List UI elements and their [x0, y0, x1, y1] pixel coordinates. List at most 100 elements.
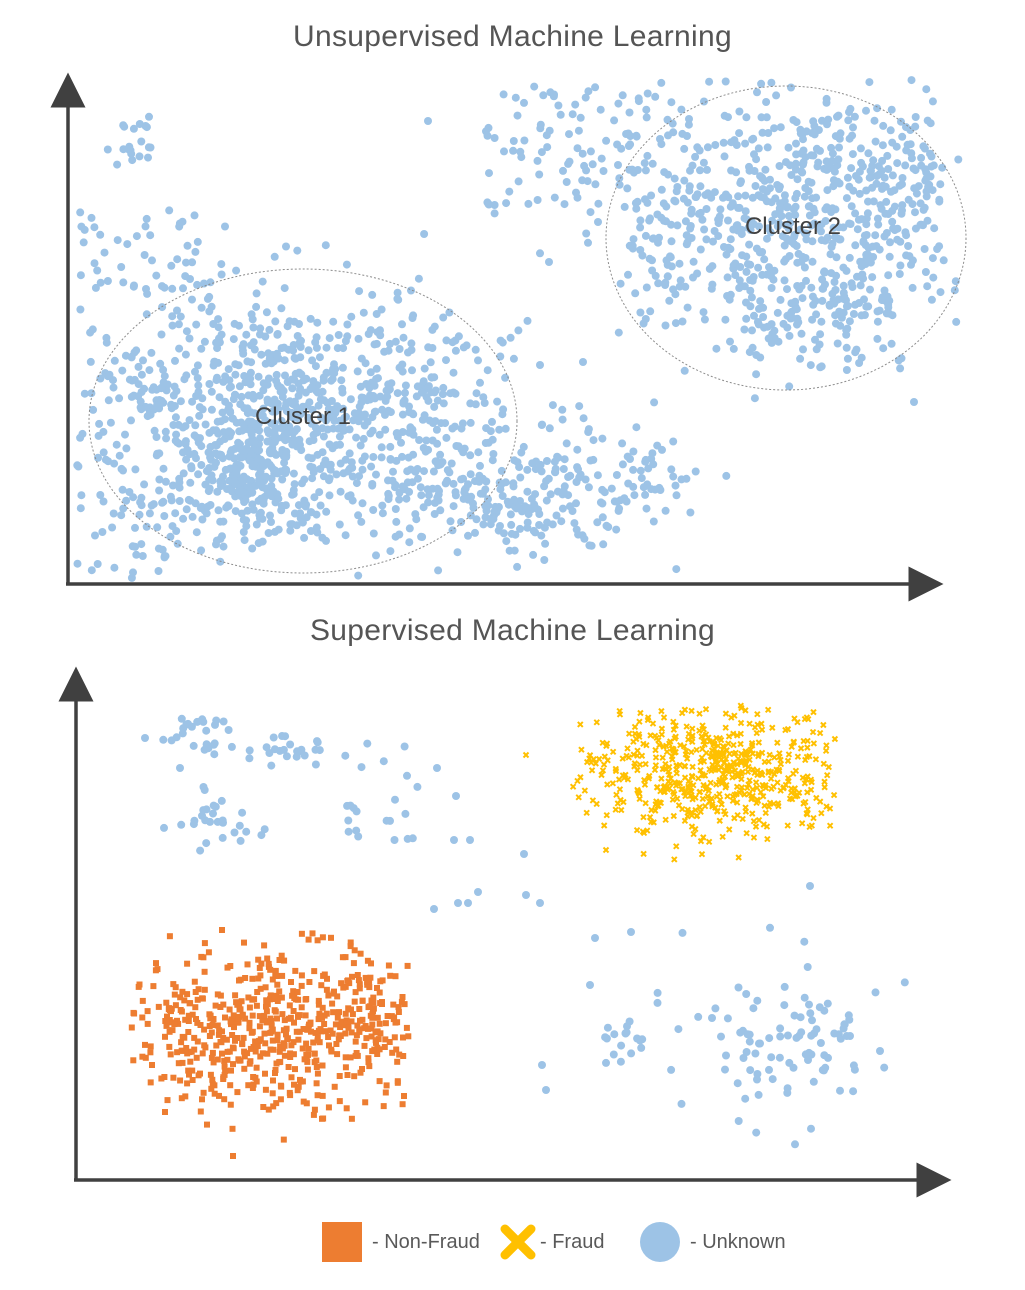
non-fraud-point: [310, 1111, 317, 1118]
fraud-point: [759, 793, 767, 800]
unknown-point: [587, 541, 596, 550]
unknown-point: [683, 303, 692, 312]
non-fraud-point: [319, 1092, 326, 1099]
non-fraud-point: [361, 1042, 368, 1049]
non-fraud-point: [389, 1049, 396, 1056]
unknown-point: [668, 119, 677, 128]
fraud-point: [617, 796, 624, 804]
unknown-point: [754, 263, 763, 272]
unknown-point: [448, 526, 457, 535]
non-fraud-point: [224, 1048, 231, 1055]
non-fraud-point: [230, 1153, 236, 1159]
unknown-point: [689, 273, 697, 282]
fraud-point: [636, 795, 643, 803]
unknown-point: [798, 294, 807, 303]
non-fraud-point: [227, 963, 234, 969]
unknown-point: [614, 506, 623, 515]
unknown-point: [716, 205, 725, 214]
unknown-point: [580, 534, 589, 543]
non-fraud-point: [295, 996, 302, 1003]
unknown-point: [791, 1140, 799, 1149]
unknown-point: [142, 310, 151, 319]
non-fraud-point: [246, 1004, 253, 1011]
unknown-point: [709, 237, 717, 246]
non-fraud-point: [238, 998, 245, 1005]
unknown-point: [449, 479, 458, 488]
unknown-point: [768, 1075, 777, 1084]
unknown-point: [678, 317, 687, 326]
unknown-point: [347, 458, 356, 467]
non-fraud-point: [303, 996, 310, 1002]
unknown-point: [905, 252, 914, 261]
unknown-point: [823, 186, 832, 195]
non-fraud-point: [279, 1011, 286, 1018]
unknown-point: [657, 78, 666, 87]
unknown-point: [451, 346, 460, 355]
fraud-point: [636, 718, 643, 725]
unknown-point: [319, 373, 328, 382]
unknown-point: [459, 343, 468, 352]
unknown-point: [862, 106, 870, 115]
unknown-point: [651, 92, 660, 101]
unknown-point: [297, 745, 306, 754]
unknown-point: [536, 361, 544, 369]
unknown-point: [662, 217, 670, 226]
unknown-point: [119, 278, 128, 287]
bottom-chart-title: Supervised Machine Learning: [309, 614, 715, 647]
unknown-point: [197, 303, 206, 312]
non-fraud-point: [199, 1050, 206, 1057]
unknown-point: [579, 358, 587, 366]
unknown-point: [398, 320, 406, 329]
fraud-point: [791, 715, 798, 722]
non-fraud-point: [325, 1104, 332, 1111]
unknown-point: [474, 448, 483, 457]
fraud-point: [747, 746, 754, 754]
non-fraud-point: [179, 1059, 186, 1066]
unknown-point: [693, 190, 702, 199]
unknown-point: [873, 307, 882, 316]
unknown-point: [143, 412, 152, 421]
fraud-point: [593, 800, 600, 808]
unknown-point: [649, 517, 658, 526]
unknown-point: [471, 528, 479, 537]
unknown-point: [849, 186, 858, 195]
unknown-point: [457, 518, 466, 526]
unknown-point: [765, 1065, 773, 1074]
unknown-point: [618, 460, 627, 469]
unknown-point: [182, 258, 190, 267]
fraud-point: [737, 740, 744, 748]
non-fraud-point: [297, 1076, 303, 1083]
unknown-point: [245, 746, 254, 755]
unknown-point: [798, 252, 807, 261]
non-fraud-point: [305, 1051, 311, 1058]
unknown-point: [540, 556, 549, 564]
unknown-point: [488, 456, 497, 465]
unknown-point: [282, 451, 291, 460]
unknown-point: [735, 107, 744, 116]
unknown-point: [807, 221, 816, 230]
unknown-point: [264, 529, 273, 537]
unknown-point: [792, 139, 800, 148]
unknown-point: [379, 757, 388, 766]
non-fraud-point: [345, 1024, 352, 1031]
unknown-point: [420, 467, 428, 476]
unknown-point: [411, 510, 420, 519]
unknown-point: [659, 199, 668, 208]
unknown-point: [637, 474, 646, 483]
non-fraud-point: [293, 1028, 300, 1035]
unknown-point: [636, 216, 645, 225]
unknown-point: [109, 383, 118, 392]
unknown-point: [816, 1039, 825, 1047]
unknown-point: [263, 426, 272, 435]
fraud-point: [659, 754, 666, 761]
unknown-point: [602, 1034, 611, 1043]
unknown-point: [225, 427, 234, 436]
unknown-point: [783, 285, 791, 294]
fraud-point: [634, 747, 641, 754]
unknown-point: [240, 372, 249, 380]
unknown-point: [922, 85, 931, 94]
unknown-point: [902, 231, 911, 240]
non-fraud-point: [189, 1067, 196, 1074]
non-fraud-point: [342, 1030, 349, 1037]
unknown-point: [449, 388, 458, 397]
